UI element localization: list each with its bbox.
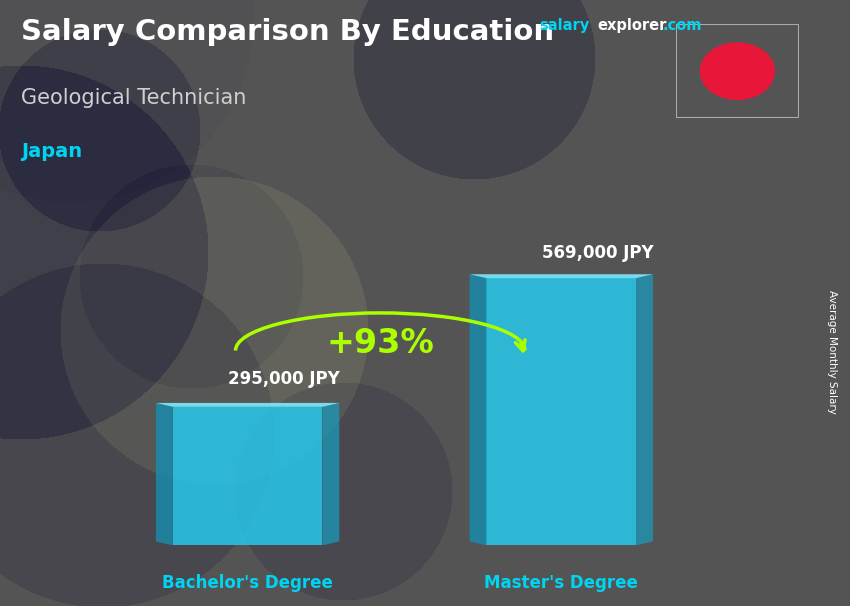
Text: Bachelor's Degree: Bachelor's Degree (162, 573, 333, 591)
Text: Japan: Japan (21, 142, 82, 161)
Text: explorer: explorer (598, 18, 667, 33)
Text: .com: .com (662, 18, 701, 33)
Circle shape (700, 43, 774, 99)
Polygon shape (636, 275, 653, 545)
Text: Geological Technician: Geological Technician (21, 88, 246, 108)
Text: Average Monthly Salary: Average Monthly Salary (827, 290, 837, 413)
Polygon shape (173, 407, 322, 545)
Text: Master's Degree: Master's Degree (484, 573, 638, 591)
Polygon shape (486, 278, 636, 545)
Text: salary: salary (540, 18, 590, 33)
Text: +93%: +93% (326, 327, 434, 360)
Polygon shape (469, 275, 653, 278)
Polygon shape (469, 275, 486, 545)
Polygon shape (322, 403, 339, 545)
Text: 295,000 JPY: 295,000 JPY (228, 370, 340, 388)
Text: Salary Comparison By Education: Salary Comparison By Education (21, 18, 554, 46)
Polygon shape (156, 403, 339, 407)
Text: 569,000 JPY: 569,000 JPY (541, 244, 654, 262)
Polygon shape (156, 403, 173, 545)
